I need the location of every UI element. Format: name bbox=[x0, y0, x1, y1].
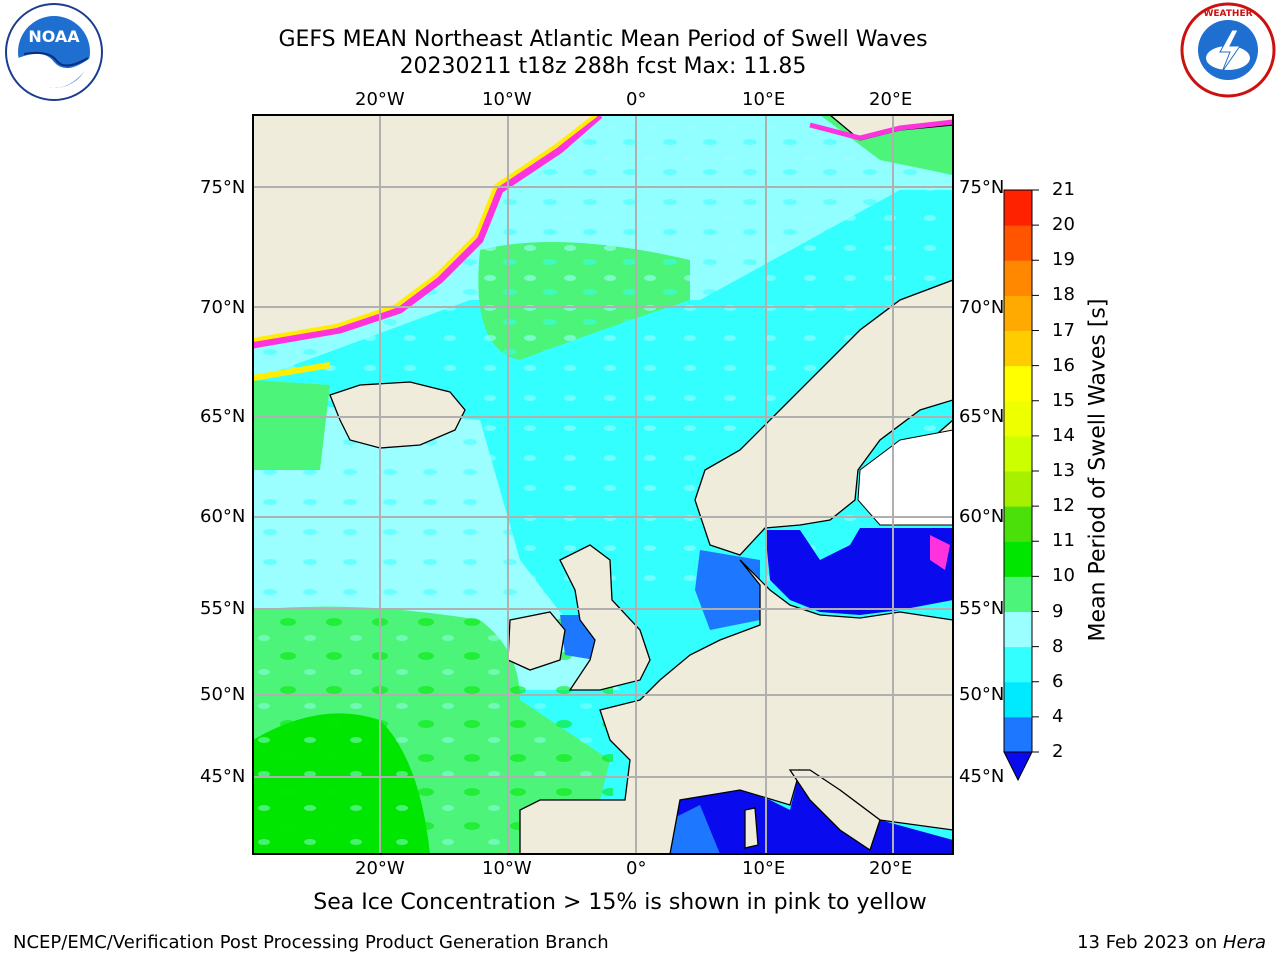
colorbar-extension bbox=[1003, 751, 1033, 782]
colorbar-tick-label: 16 bbox=[1052, 354, 1075, 376]
lat-label-left: 60°N bbox=[200, 506, 246, 527]
colorbar-segment bbox=[1004, 365, 1032, 402]
sea-ice-edge-svalbard bbox=[809, 119, 953, 141]
colorbar-segment bbox=[1004, 435, 1032, 472]
lat-label-left: 45°N bbox=[200, 766, 246, 787]
colorbar-tick-label: 19 bbox=[1052, 249, 1075, 271]
swell-band-9-10-iceland bbox=[253, 380, 330, 470]
colorbar-segment bbox=[1004, 260, 1032, 296]
lat-label-right: 45°N bbox=[959, 766, 1005, 787]
mediterranean-west bbox=[670, 805, 720, 854]
colorbar-tick-label: 10 bbox=[1052, 565, 1075, 587]
lat-label-right: 75°N bbox=[959, 177, 1005, 198]
colorbar-tick-label: 17 bbox=[1052, 319, 1075, 341]
colorbar-tick-label: 8 bbox=[1052, 635, 1064, 657]
footer-credit: NCEP/EMC/Verification Post Processing Pr… bbox=[13, 932, 609, 953]
colorbar-tick-label: 4 bbox=[1052, 705, 1064, 727]
footer-date: 13 Feb 2023 on Hera bbox=[1077, 932, 1266, 953]
colorbar-tick-label: 2 bbox=[1052, 741, 1064, 762]
lon-label-top: 10°W bbox=[482, 89, 532, 110]
colorbar-tick-label: 9 bbox=[1052, 600, 1064, 622]
continental-europe bbox=[519, 559, 953, 854]
lat-label-right: 55°N bbox=[959, 598, 1005, 619]
lat-label-left: 55°N bbox=[200, 598, 246, 619]
lat-label-left: 50°N bbox=[200, 684, 246, 705]
noaa-logo: NOAA bbox=[5, 3, 103, 101]
iceland bbox=[329, 381, 466, 449]
colorbar-segment bbox=[1004, 225, 1032, 261]
lon-label-bottom: 10°W bbox=[482, 858, 532, 879]
sea-ice-bothnia bbox=[930, 535, 950, 570]
svg-text:WEATHER: WEATHER bbox=[1203, 9, 1252, 19]
lat-label-right: 65°N bbox=[959, 406, 1005, 427]
graticule bbox=[253, 115, 953, 854]
caption: Sea Ice Concentration > 15% is shown in … bbox=[313, 890, 927, 915]
lat-label-left: 70°N bbox=[200, 297, 246, 318]
lat-label-left: 75°N bbox=[200, 177, 246, 198]
baltic-sea bbox=[765, 528, 953, 615]
colorbar-tick-label: 6 bbox=[1052, 670, 1064, 692]
svg-text:NOAA: NOAA bbox=[28, 27, 80, 46]
colorbar-segment bbox=[1004, 541, 1032, 577]
lon-label-bottom: 20°E bbox=[869, 858, 913, 879]
colorbar-tick-label: 18 bbox=[1052, 284, 1075, 306]
sea-ice-edge-greenland-inner bbox=[253, 115, 598, 342]
colorbar-segment bbox=[1004, 190, 1032, 226]
colorbar-title: Mean Period of Swell Waves [s] bbox=[1085, 298, 1111, 642]
lon-label-bottom: 20°W bbox=[355, 858, 405, 879]
national-weather-service-logo: WEATHER bbox=[1180, 2, 1276, 98]
colorbar-tick-label: 13 bbox=[1052, 460, 1075, 481]
bothnia-no-data bbox=[857, 429, 953, 526]
lon-label-top: 20°E bbox=[869, 89, 913, 110]
colorbar-segment bbox=[1004, 576, 1032, 612]
colorbar-segment bbox=[1004, 611, 1032, 648]
title-line-1: GEFS MEAN Northeast Atlantic Mean Period… bbox=[278, 27, 928, 52]
lon-label-top: 10°E bbox=[742, 89, 786, 110]
lat-label-right: 60°N bbox=[959, 506, 1005, 527]
title-line-2: 20230211 t18z 288h fcst Max: 11.85 bbox=[399, 54, 807, 79]
footer-host: Hera bbox=[1222, 932, 1266, 953]
colorbar-tick-label: 12 bbox=[1052, 495, 1075, 517]
lon-label-bottom: 0° bbox=[626, 858, 647, 879]
map-frame bbox=[252, 114, 954, 855]
colorbar-tick-label: 21 bbox=[1052, 179, 1075, 200]
colorbar-tick-label: 14 bbox=[1052, 424, 1075, 446]
colorbar-segment bbox=[1004, 716, 1032, 753]
colorbar-segment bbox=[1004, 646, 1032, 683]
colorbar-segment bbox=[1004, 681, 1032, 718]
italy bbox=[788, 769, 881, 852]
footer-date-text: 13 Feb 2023 on bbox=[1077, 932, 1223, 953]
sea-ice-edge-iceland bbox=[253, 362, 331, 381]
colorbar-segment bbox=[1004, 400, 1032, 437]
colorbar-tick-label: 11 bbox=[1052, 530, 1075, 552]
colorbar-segment bbox=[1004, 506, 1032, 542]
lat-label-right: 50°N bbox=[959, 684, 1005, 705]
mediterranean-sea bbox=[670, 770, 953, 854]
corsica-sardinia bbox=[744, 807, 759, 849]
lat-label-right: 70°N bbox=[959, 297, 1005, 318]
great-britain bbox=[559, 544, 651, 691]
colorbar-tick-label: 15 bbox=[1052, 389, 1075, 411]
colorbar-segment bbox=[1004, 295, 1032, 331]
colorbar bbox=[1003, 189, 1039, 782]
colorbar-tick-label: 20 bbox=[1052, 214, 1075, 236]
lon-label-bottom: 10°E bbox=[742, 858, 786, 879]
ireland bbox=[507, 611, 566, 671]
lat-label-left: 65°N bbox=[200, 406, 246, 427]
lon-label-top: 20°W bbox=[355, 89, 405, 110]
lon-label-top: 0° bbox=[626, 89, 647, 110]
colorbar-segment bbox=[1004, 471, 1032, 507]
colorbar-segment bbox=[1004, 330, 1032, 367]
sea-ice-edge-greenland bbox=[253, 115, 603, 349]
